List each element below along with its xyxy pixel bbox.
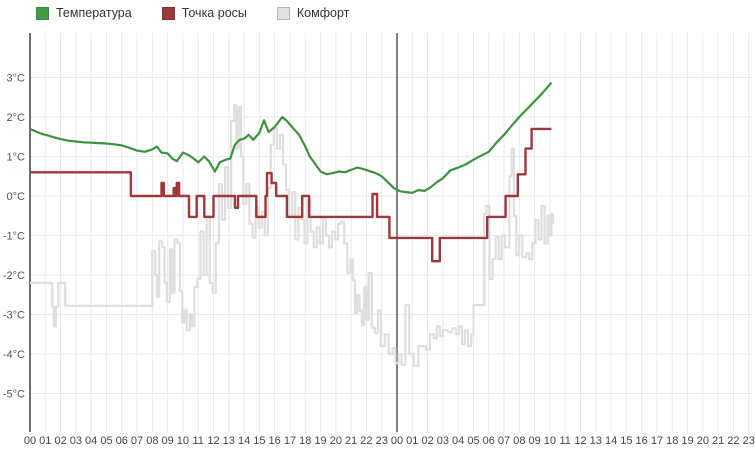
- x-tick-label: 15: [253, 435, 265, 447]
- x-tick-label: 19: [314, 435, 326, 447]
- x-tick-label: 06: [116, 435, 128, 447]
- x-tick-label: 02: [421, 435, 433, 447]
- y-tick-label: 3°C: [7, 73, 26, 85]
- x-tick-label: 04: [452, 435, 464, 447]
- legend-item-temperature[interactable]: Температура: [36, 6, 132, 20]
- x-tick-label: 12: [574, 435, 586, 447]
- comfort-swatch-icon: [276, 6, 290, 20]
- grid: [30, 33, 752, 432]
- x-tick-label: 08: [146, 435, 158, 447]
- x-tick-label: 12: [207, 435, 219, 447]
- y-tick-label: 2°C: [7, 112, 26, 124]
- dew-point-swatch-icon: [161, 6, 175, 20]
- dew-point-line: [30, 127, 552, 263]
- comfort-line: [30, 104, 555, 367]
- x-tick-label: 07: [498, 435, 510, 447]
- x-tick-label: 09: [162, 435, 174, 447]
- x-tick-label: 23: [376, 435, 388, 447]
- x-tick-label: 20: [697, 435, 709, 447]
- x-tick-label: 01: [406, 435, 418, 447]
- x-tick-label: 16: [269, 435, 281, 447]
- x-tick-label: 14: [238, 435, 250, 447]
- x-tick-label: 00: [391, 435, 403, 447]
- x-tick-label: 19: [681, 435, 693, 447]
- temperature-line: [29, 81, 553, 194]
- y-tick-label: 0°C: [7, 191, 26, 203]
- x-tick-label: 17: [651, 435, 663, 447]
- x-tick-label: 13: [590, 435, 602, 447]
- temperature-swatch-icon: [36, 6, 49, 20]
- x-tick-label: 01: [39, 435, 51, 447]
- x-tick-label: 06: [483, 435, 495, 447]
- x-tick-label: 21: [345, 435, 357, 447]
- y-tick-label: -5°C: [3, 389, 25, 401]
- x-tick-label: 07: [131, 435, 143, 447]
- x-tick-label: 08: [513, 435, 525, 447]
- x-tick-label: 18: [666, 435, 678, 447]
- x-tick-label: 05: [467, 435, 479, 447]
- legend-label-dew-point: Точка росы: [181, 6, 247, 20]
- x-tick-label: 22: [360, 435, 372, 447]
- y-tick-label: -1°C: [3, 231, 25, 243]
- chart-legend: Температура Точка росы Комфорт: [36, 6, 349, 20]
- x-tick-label: 10: [177, 435, 189, 447]
- x-tick-label: 05: [100, 435, 112, 447]
- x-tick-label: 14: [605, 435, 617, 447]
- x-tick-label: 13: [223, 435, 235, 447]
- x-tick-label: 02: [54, 435, 66, 447]
- x-tick-label: 00: [24, 435, 36, 447]
- legend-item-dew-point[interactable]: Точка росы: [161, 6, 247, 20]
- x-tick-label: 11: [192, 435, 203, 447]
- x-tick-label: 21: [712, 435, 724, 447]
- y-tick-label: -4°C: [3, 349, 25, 361]
- x-tick-label: 04: [85, 435, 97, 447]
- x-tick-label: 16: [636, 435, 648, 447]
- legend-item-comfort[interactable]: Комфорт: [276, 6, 350, 20]
- y-tick-label: -3°C: [3, 310, 25, 322]
- y-axis-labels: 3°C 2°C 1°C 0°C -1°C -2°C -3°C -4°C -5°C: [3, 73, 25, 401]
- y-tick-label: 1°C: [7, 152, 26, 164]
- x-tick-label: 22: [727, 435, 739, 447]
- x-tick-label: 09: [529, 435, 541, 447]
- legend-label-comfort: Комфорт: [296, 6, 350, 20]
- x-tick-label: 03: [437, 435, 449, 447]
- x-tick-label: 23: [743, 435, 755, 447]
- x-tick-label: 20: [330, 435, 342, 447]
- x-tick-label: 11: [559, 435, 570, 447]
- y-tick-label: -2°C: [3, 270, 25, 282]
- x-tick-label: 10: [544, 435, 556, 447]
- x-tick-label: 03: [70, 435, 82, 447]
- x-axis-labels: 00 01 02 03 04 05 06 07 08 09 10 11 12 13 14 15 16 17 18 19…: [24, 435, 755, 447]
- x-tick-label: 15: [620, 435, 632, 447]
- legend-label-temperature: Температура: [56, 6, 132, 20]
- x-tick-label: 18: [299, 435, 311, 447]
- x-tick-label: 17: [284, 435, 296, 447]
